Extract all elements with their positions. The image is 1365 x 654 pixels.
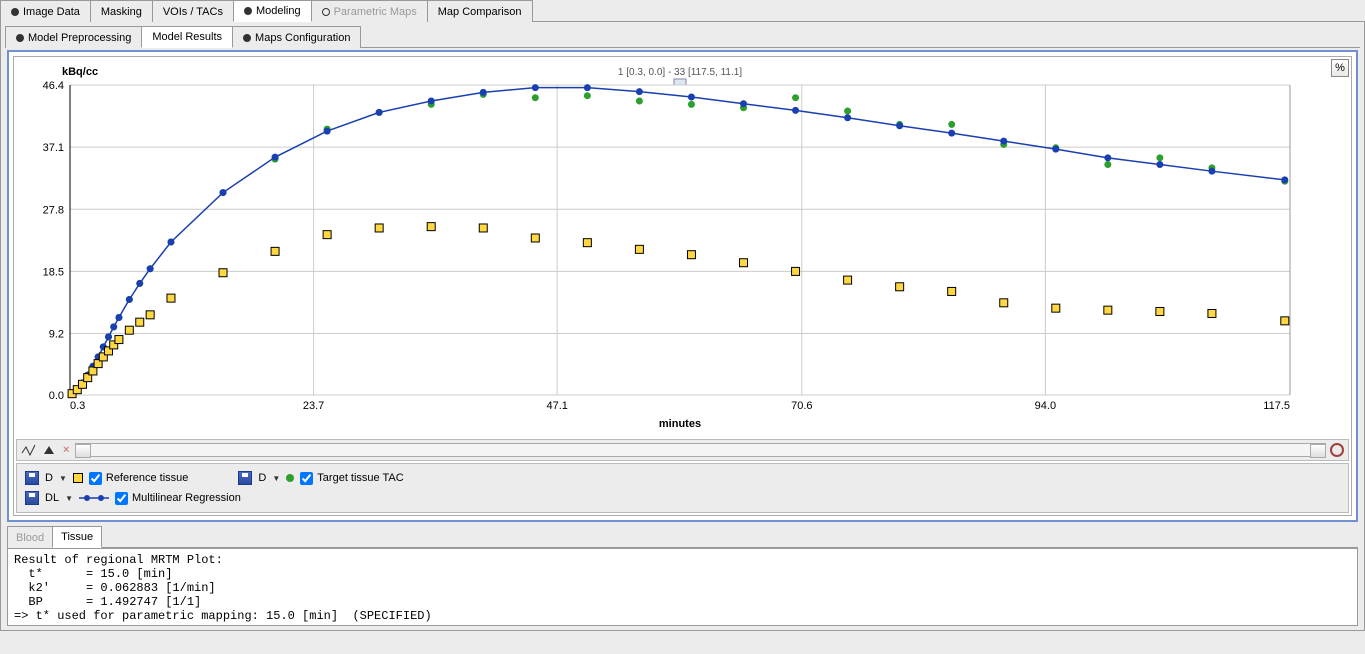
- tab-dot-icon: [16, 34, 24, 42]
- tab-tissue[interactable]: Tissue: [52, 526, 102, 548]
- legend-fit: DL ▼ Multilinear Regression: [25, 491, 241, 505]
- tab-masking[interactable]: Masking: [90, 0, 153, 22]
- tab-map-comparison[interactable]: Map Comparison: [427, 0, 533, 22]
- svg-text:0.3: 0.3: [70, 400, 85, 412]
- svg-text:117.5: 117.5: [1263, 400, 1290, 412]
- svg-text:kBq/cc: kBq/cc: [62, 66, 98, 78]
- chart-toolbar: ×: [16, 439, 1349, 461]
- legend-label: Multilinear Regression: [132, 492, 241, 504]
- tab-label: Map Comparison: [438, 6, 522, 18]
- tab-blood: Blood: [7, 526, 53, 548]
- tab-label: Model Results: [152, 31, 222, 43]
- tab-label: Modeling: [256, 5, 301, 17]
- chart-panel: % kBq/cc 1 [0.3, 0.0] - 33 [117.5, 11.1] 0…: [7, 50, 1358, 522]
- circle-marker-icon: [286, 474, 294, 482]
- tab-label: Image Data: [23, 6, 80, 18]
- svg-text:1 [0.3, 0.0] - 33 [117.5, 11.1: 1 [0.3, 0.0] - 33 [117.5, 11.1]: [618, 67, 742, 78]
- tab-label: Parametric Maps: [334, 6, 417, 18]
- legend-label: Reference tissue: [106, 472, 189, 484]
- line-marker-icon: [79, 493, 109, 503]
- tab-label: Model Preprocessing: [28, 32, 131, 44]
- sub-tab-strip: Model Preprocessing Model Results Maps C…: [5, 26, 1360, 48]
- record-icon[interactable]: [1330, 443, 1344, 457]
- svg-text:70.6: 70.6: [791, 400, 812, 412]
- svg-text:27.8: 27.8: [43, 204, 64, 216]
- svg-text:94.0: 94.0: [1035, 400, 1056, 412]
- svg-text:23.7: 23.7: [303, 400, 324, 412]
- legend-reference: D ▼ Reference tissue: [25, 471, 188, 485]
- close-icon[interactable]: ×: [61, 444, 71, 456]
- legend-code: D: [45, 472, 53, 484]
- tab-image-data[interactable]: Image Data: [0, 0, 91, 22]
- tab-label: Masking: [101, 6, 142, 18]
- result-tabs-container: Blood Tissue Result of regional MRTM Plo…: [7, 526, 1358, 626]
- chevron-down-icon[interactable]: ▼: [59, 474, 67, 483]
- legend-code: D: [258, 472, 266, 484]
- save-icon[interactable]: [238, 471, 252, 485]
- target-checkbox[interactable]: Target tissue TAC: [300, 472, 403, 485]
- tab-dot-icon: [322, 8, 330, 16]
- tab-model-preprocessing[interactable]: Model Preprocessing: [5, 26, 142, 48]
- legend-target: D ▼ Target tissue TAC: [238, 471, 403, 485]
- save-icon[interactable]: [25, 471, 39, 485]
- line-tool-icon[interactable]: [21, 442, 37, 458]
- square-marker-icon: [73, 473, 83, 483]
- tab-label: VOIs / TACs: [163, 6, 223, 18]
- save-icon[interactable]: [25, 491, 39, 505]
- tab-dot-icon: [11, 8, 19, 16]
- tab-label: Tissue: [61, 531, 93, 543]
- fit-checkbox[interactable]: Multilinear Regression: [115, 492, 241, 505]
- main-tab-strip: Image Data Masking VOIs / TACs Modeling …: [0, 0, 1365, 22]
- modeling-panel: Model Preprocessing Model Results Maps C…: [0, 22, 1365, 631]
- tab-parametric-maps: Parametric Maps: [311, 0, 428, 22]
- chevron-down-icon[interactable]: ▼: [272, 474, 280, 483]
- chart-horizontal-scrollbar[interactable]: [75, 443, 1326, 457]
- tab-vois[interactable]: VOIs / TACs: [152, 0, 234, 22]
- tab-label: Blood: [16, 532, 44, 544]
- svg-text:46.4: 46.4: [43, 80, 64, 92]
- tab-label: Maps Configuration: [255, 32, 350, 44]
- tab-dot-icon: [243, 34, 251, 42]
- tab-model-results[interactable]: Model Results: [141, 26, 233, 48]
- svg-text:0.0: 0.0: [49, 390, 64, 402]
- svg-text:9.2: 9.2: [49, 329, 64, 341]
- legend-label: Target tissue TAC: [317, 472, 403, 484]
- legend-code: DL: [45, 492, 59, 504]
- tab-modeling[interactable]: Modeling: [233, 0, 312, 22]
- result-tab-strip: Blood Tissue: [7, 526, 1358, 548]
- svg-text:minutes: minutes: [659, 418, 701, 430]
- triangle-up-icon[interactable]: [41, 442, 57, 458]
- svg-text:18.5: 18.5: [43, 266, 64, 278]
- svg-text:37.1: 37.1: [43, 142, 64, 154]
- svg-text:47.1: 47.1: [546, 400, 567, 412]
- tab-dot-icon: [244, 7, 252, 15]
- percent-button[interactable]: %: [1331, 59, 1349, 77]
- plot-region[interactable]: % kBq/cc 1 [0.3, 0.0] - 33 [117.5, 11.1] 0…: [14, 57, 1351, 437]
- tab-maps-configuration[interactable]: Maps Configuration: [232, 26, 361, 48]
- chevron-down-icon[interactable]: ▼: [65, 494, 73, 503]
- result-text: Result of regional MRTM Plot: t* = 15.0 …: [7, 548, 1358, 626]
- reference-checkbox[interactable]: Reference tissue: [89, 472, 189, 485]
- chart-svg: kBq/cc 1 [0.3, 0.0] - 33 [117.5, 11.1] 0.0…: [14, 57, 1310, 437]
- legend-panel: D ▼ Reference tissue D ▼: [16, 463, 1349, 513]
